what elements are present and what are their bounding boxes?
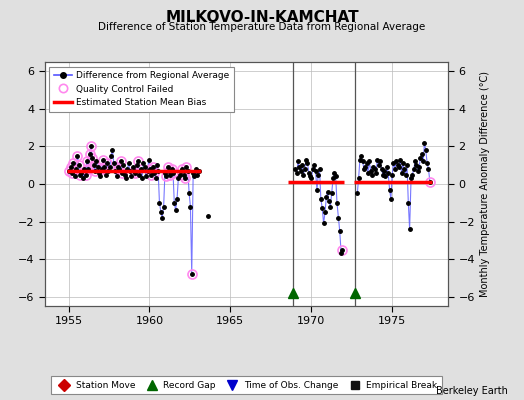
Legend: Station Move, Record Gap, Time of Obs. Change, Empirical Break: Station Move, Record Gap, Time of Obs. C… <box>51 376 442 394</box>
Text: MILKOVO-IN-KAMCHAT: MILKOVO-IN-KAMCHAT <box>165 10 359 25</box>
Y-axis label: Monthly Temperature Anomaly Difference (°C): Monthly Temperature Anomaly Difference (… <box>481 71 490 297</box>
Text: Berkeley Earth: Berkeley Earth <box>436 386 508 396</box>
Text: Difference of Station Temperature Data from Regional Average: Difference of Station Temperature Data f… <box>99 22 425 32</box>
